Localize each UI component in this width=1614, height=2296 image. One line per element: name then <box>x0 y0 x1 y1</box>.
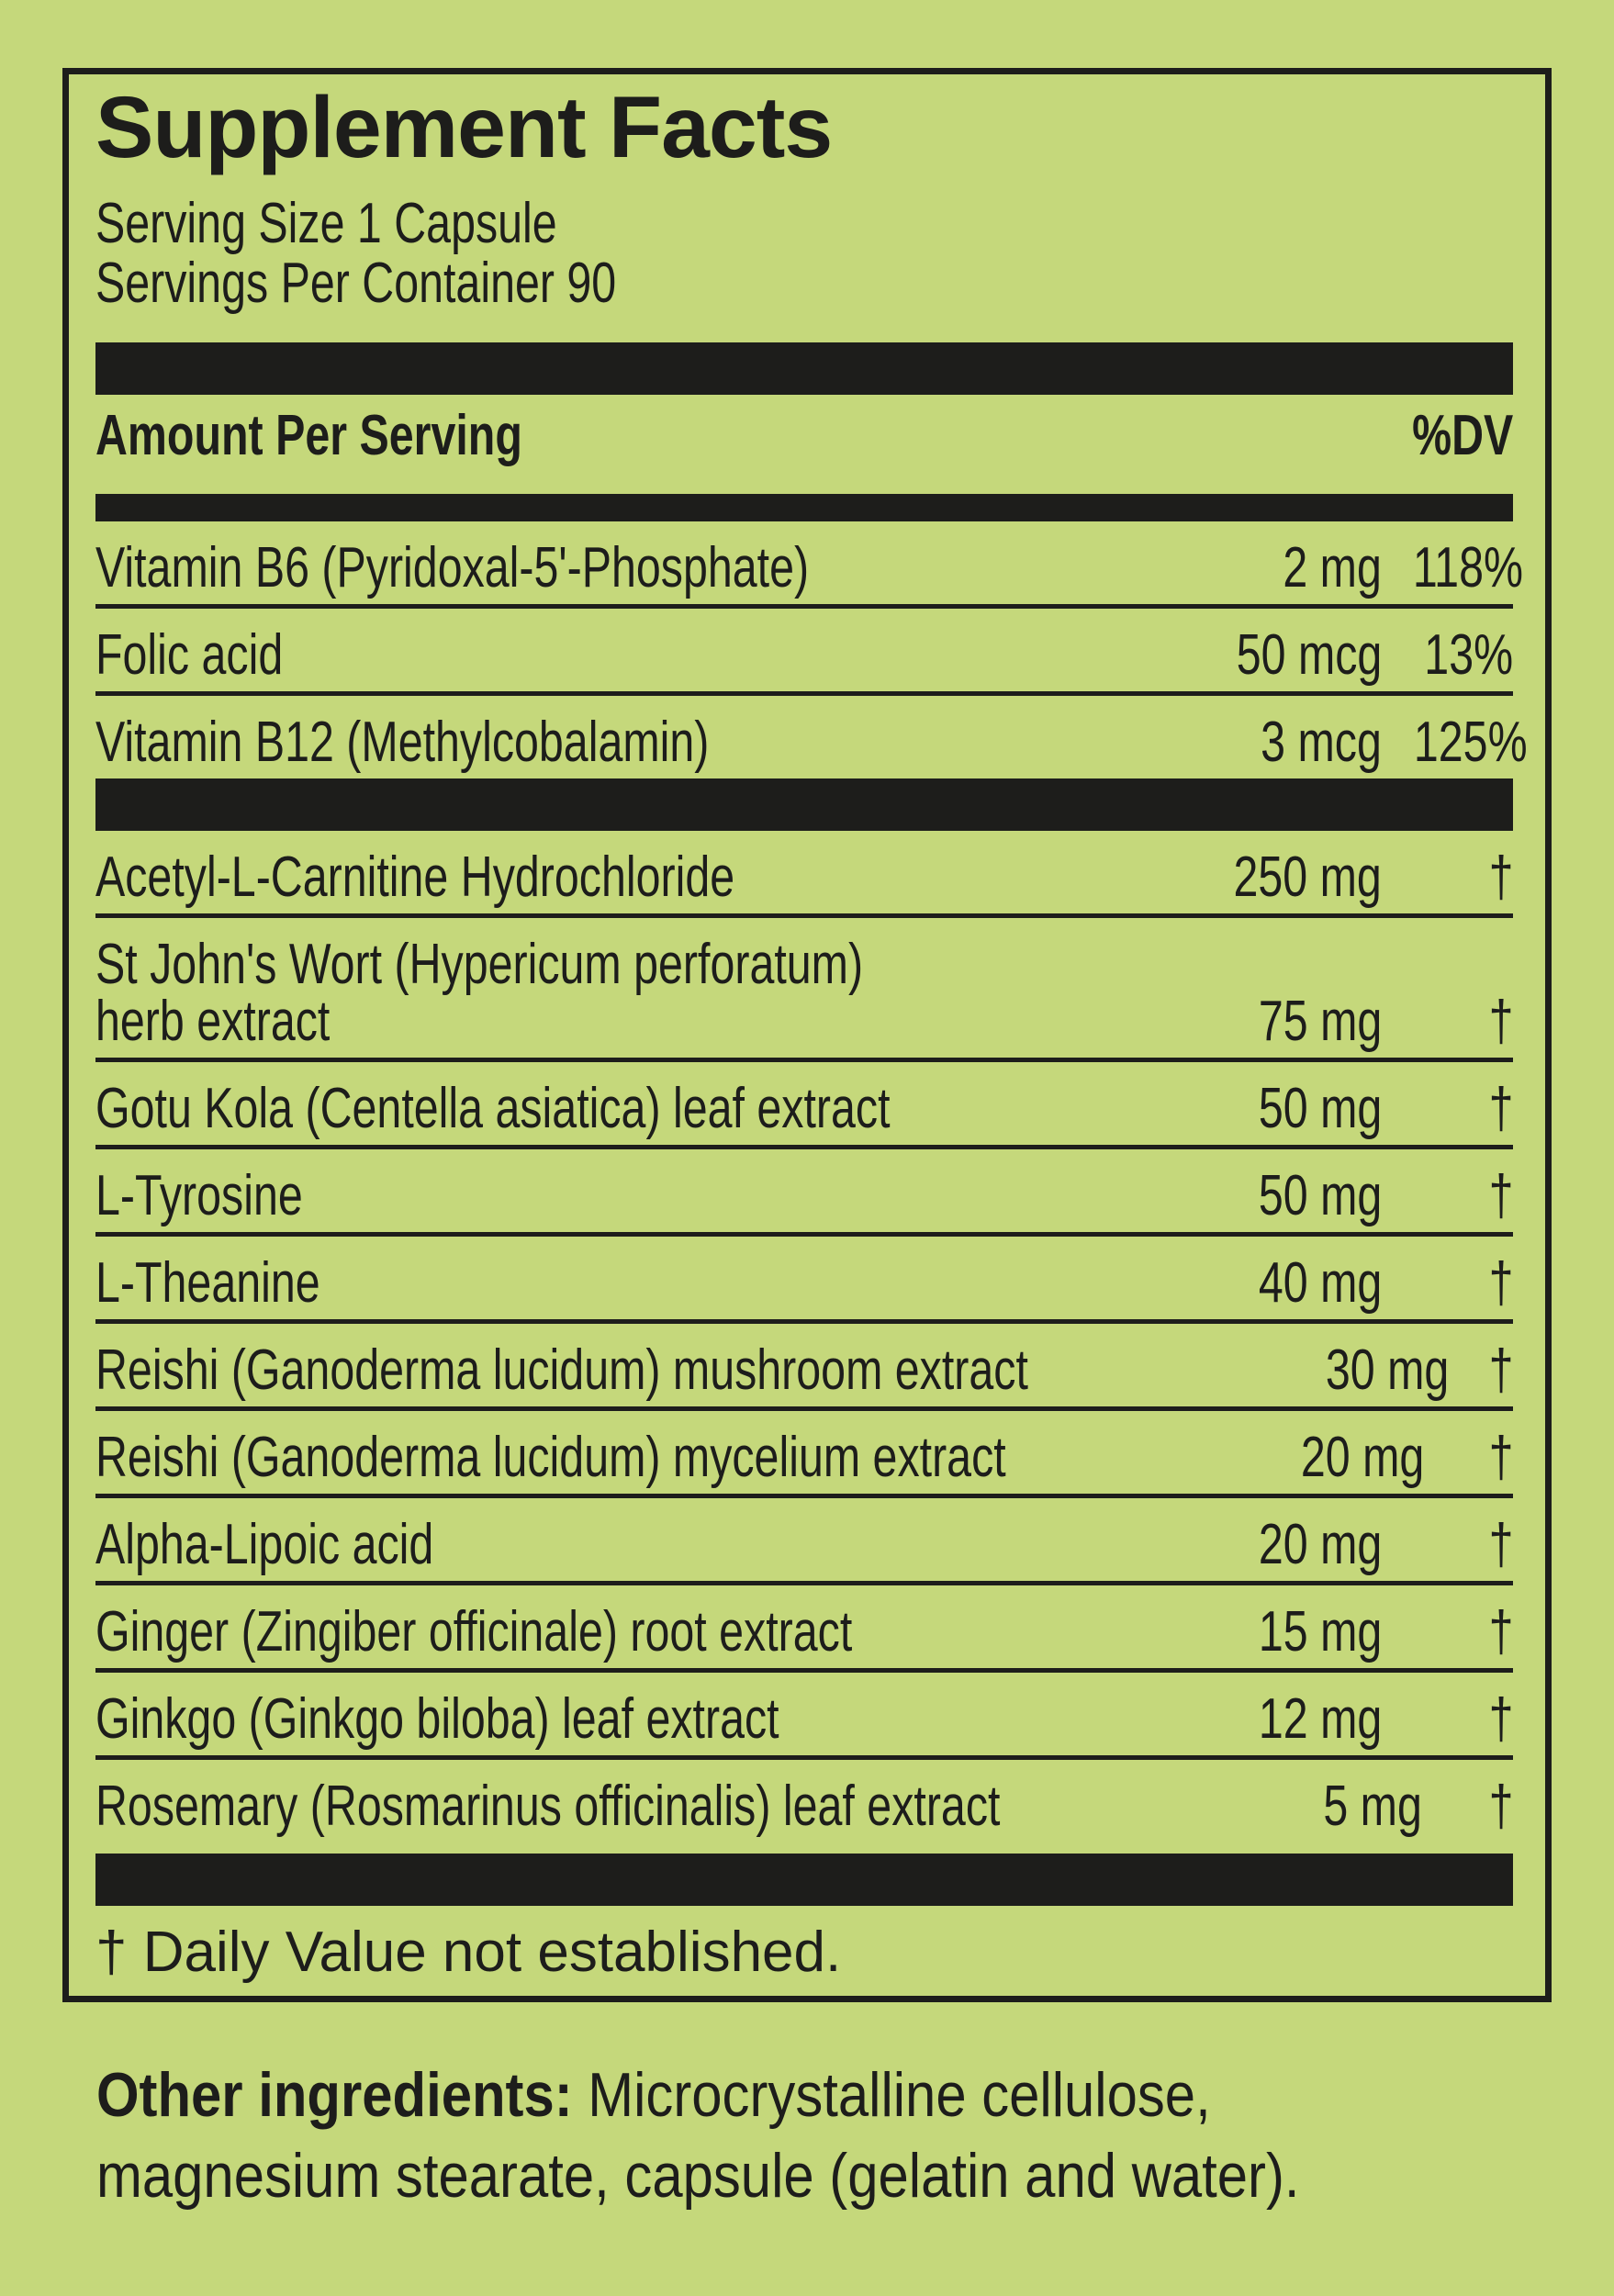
ingredient-amount: 20 mg <box>1300 1426 1425 1489</box>
ingredient-amount: 50 mg <box>1258 1077 1382 1140</box>
dv-footnote: † Daily Value not established. <box>95 1921 842 1984</box>
ingredient-amount: 15 mg <box>1258 1600 1382 1663</box>
other-ingredients: Other ingredients: Microcrystalline cell… <box>96 2055 1300 2216</box>
ingredient-dv: † <box>1488 990 1513 1053</box>
separator-bar-header <box>95 494 1513 521</box>
table-row: Acetyl-L-Carnitine Hydrochloride 250 mg † <box>95 831 1513 918</box>
separator-bar-top <box>95 342 1513 395</box>
table-row: Alpha-Lipoic acid 20 mg † <box>95 1498 1513 1585</box>
table-row: Reishi (Ganoderma lucidum) mushroom extr… <box>95 1324 1513 1411</box>
table-row: Ginger (Zingiber officinale) root extrac… <box>95 1585 1513 1673</box>
ingredient-amount: 20 mg <box>1258 1513 1382 1576</box>
ingredient-dv: 118% <box>1412 536 1523 599</box>
botanical-rows: Acetyl-L-Carnitine Hydrochloride 250 mg † S… <box>95 831 1513 1842</box>
table-row: L-Tyrosine 50 mg † <box>95 1149 1513 1237</box>
ingredient-dv: † <box>1488 1338 1513 1402</box>
ingredient-name: Folic acid <box>95 623 284 687</box>
panel-title: Supplement Facts <box>95 79 833 176</box>
table-row: Reishi (Ganoderma lucidum) mycelium extr… <box>95 1411 1513 1498</box>
ingredient-dv: † <box>1488 1426 1513 1489</box>
ingredient-amount: 50 mcg <box>1236 623 1382 687</box>
ingredient-amount: 2 mg <box>1283 536 1382 599</box>
ingredient-amount: 30 mg <box>1326 1338 1450 1402</box>
ingredient-amount: 40 mg <box>1258 1251 1382 1315</box>
separator-bar-bottom <box>95 1854 1513 1906</box>
ingredient-name: L-Tyrosine <box>95 1164 303 1227</box>
ingredient-dv: † <box>1488 1775 1513 1838</box>
table-row: Gotu Kola (Centella asiatica) leaf extra… <box>95 1062 1513 1149</box>
ingredient-name: Reishi (Ganoderma lucidum) mushroom extr… <box>95 1338 1028 1402</box>
table-row: St John's Wort (Hypericum perforatum) he… <box>95 918 1513 1062</box>
serving-size: Serving Size 1 Capsule <box>95 192 557 255</box>
ingredient-name: Acetyl-L-Carnitine Hydrochloride <box>95 846 735 909</box>
ingredient-dv: 125% <box>1413 711 1528 774</box>
percent-dv-header: %DV <box>1411 404 1513 467</box>
ingredient-name: L-Theanine <box>95 1251 320 1315</box>
table-row: Folic acid 50 mcg 13% <box>95 609 1513 696</box>
other-ingredients-label: Other ingredients: <box>96 2060 573 2130</box>
ingredient-amount: 75 mg <box>1258 990 1382 1053</box>
ingredient-name: Ginger (Zingiber officinale) root extrac… <box>95 1600 853 1663</box>
table-row: Rosemary (Rosmarinus officinalis) leaf e… <box>95 1760 1513 1842</box>
separator-bar-middle <box>95 778 1513 831</box>
table-row: Vitamin B6 (Pyridoxal-5'-Phosphate) 2 mg 1… <box>95 521 1523 609</box>
ingredient-name: Vitamin B6 (Pyridoxal-5'-Phosphate) <box>95 536 810 599</box>
ingredient-name: Gotu Kola (Centella asiatica) leaf extra… <box>95 1077 891 1140</box>
amount-per-serving-header: Amount Per Serving <box>95 404 522 467</box>
ingredient-name: Ginkgo (Ginkgo biloba) leaf extract <box>95 1687 779 1751</box>
table-row: Ginkgo (Ginkgo biloba) leaf extract 12 mg… <box>95 1673 1513 1760</box>
ingredient-dv: † <box>1488 1077 1513 1140</box>
ingredient-dv: † <box>1488 1251 1513 1315</box>
ingredient-dv: 13% <box>1424 623 1513 687</box>
servings-per-container: Servings Per Container 90 <box>95 252 617 315</box>
ingredient-name: Vitamin B12 (Methylcobalamin) <box>95 711 710 774</box>
ingredient-amount: 50 mg <box>1258 1164 1382 1227</box>
vitamin-rows: Vitamin B6 (Pyridoxal-5'-Phosphate) 2 mg 1… <box>95 521 1528 778</box>
ingredient-name: Rosemary (Rosmarinus officinalis) leaf e… <box>95 1775 1001 1838</box>
ingredient-dv: † <box>1488 1600 1513 1663</box>
ingredient-amount: 5 mg <box>1322 1775 1422 1838</box>
ingredient-dv: † <box>1488 1513 1513 1576</box>
ingredient-name: Reishi (Ganoderma lucidum) mycelium extr… <box>95 1426 1006 1489</box>
serving-info: Serving Size 1 Capsule Servings Per Cont… <box>95 194 1513 313</box>
ingredient-dv: † <box>1488 846 1513 909</box>
ingredient-dv: † <box>1488 1687 1513 1751</box>
other-ingredients-text-line2: magnesium stearate, capsule (gelatin and… <box>96 2141 1300 2211</box>
table-row: L-Theanine 40 mg † <box>95 1237 1513 1324</box>
supplement-facts-panel: Supplement Facts Serving Size 1 Capsule … <box>62 68 1552 2002</box>
ingredient-name: St John's Wort (Hypericum perforatum) he… <box>95 933 864 1053</box>
table-row: Vitamin B12 (Methylcobalamin) 3 mcg 125% <box>95 696 1528 778</box>
other-ingredients-text-line1: Microcrystalline cellulose, <box>572 2060 1211 2130</box>
ingredient-amount: 3 mcg <box>1261 711 1382 774</box>
table-header-row: Amount Per Serving %DV <box>95 395 1513 494</box>
ingredient-amount: 250 mg <box>1233 846 1382 909</box>
ingredient-amount: 12 mg <box>1258 1687 1382 1751</box>
ingredient-name: Alpha-Lipoic acid <box>95 1513 434 1576</box>
ingredient-dv: † <box>1488 1164 1513 1227</box>
